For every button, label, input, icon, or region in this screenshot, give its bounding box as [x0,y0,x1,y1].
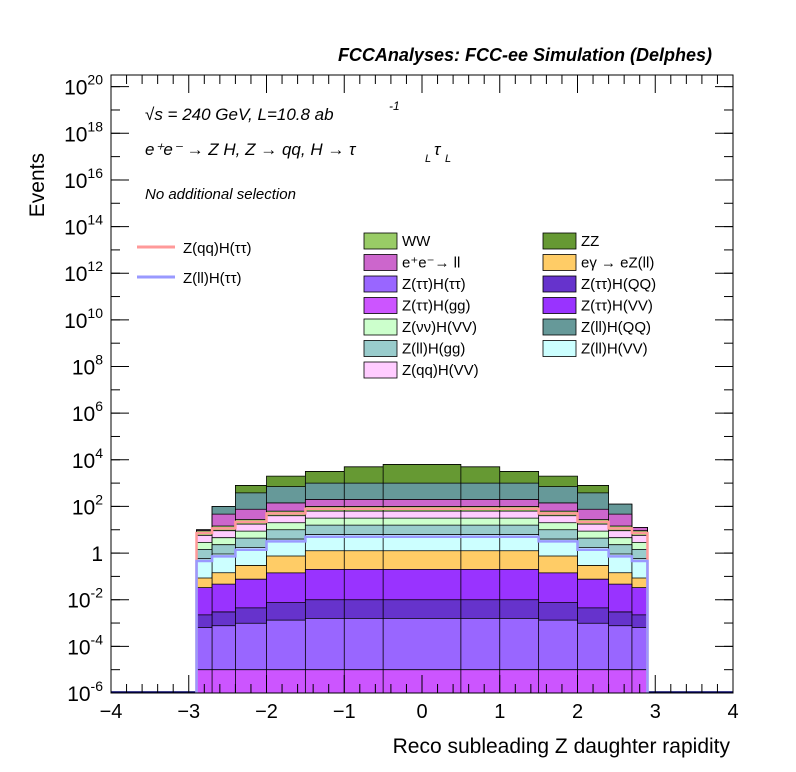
tau-symbol-2: τ [434,140,442,159]
legend-stack-label: eγ → eZ(ll) [581,255,654,272]
tau-subscript-2: L [445,153,451,165]
x-tick-label: −4 [100,701,123,723]
selection-label: No additional selection [145,186,296,203]
y-tick-label: 10-4 [67,631,103,659]
legend-stack-label: Z(ll)H(gg) [402,341,465,358]
y-tick-label: 106 [72,398,103,426]
legend-stack-label: Z(ll)H(QQ) [581,319,651,336]
x-tick-label: −2 [255,701,278,723]
legend-stack-swatch [363,297,398,314]
legend-stack-swatch [363,275,398,293]
legend-stack-swatch [363,361,398,379]
process-label: e⁺e⁻ → Z H, Z → qq, H → τ [145,140,357,159]
tau-subscript-1: L [425,153,431,165]
legend-stack-label: Z(ττ)H(QQ) [581,276,656,293]
legend-stack-swatch [363,318,398,336]
x-tick-label: 4 [727,701,738,723]
legend-stack: WW ZZ e⁺e⁻→ ll eγ → eZ(ll) Z(ττ)H(ττ) Z(ττ)H(… [363,232,656,379]
energy-lumi-label: √s = 240 GeV, L=10.8 ab [145,105,334,124]
legend-stack-label: Z(νν)H(VV) [402,319,477,336]
y-tick-label: 10-2 [67,585,103,613]
legend-stack-label: Z(qq)H(VV) [402,362,479,379]
x-tick-label: −1 [333,701,356,723]
legend-stack-label: Z(ττ)H(VV) [581,298,653,315]
lumi-exponent: -1 [389,99,400,113]
legend-stack-label: WW [402,233,431,250]
legend-stack-label: Z(ττ)H(ττ) [402,276,466,293]
y-tick-label: 1010 [64,305,103,333]
x-tick-label: −3 [177,701,200,723]
legend-stack-swatch [542,318,577,336]
legend-stack-swatch [363,340,398,357]
y-tick-label: 1 [91,543,103,566]
legend-signals: Z(qq)H(ττ) Z(ll)H(ττ) [137,240,252,287]
plot-area [111,464,733,694]
legend-stack-swatch [542,275,577,293]
signal-line-0 [195,507,649,693]
legend-stack-swatch [542,297,577,314]
y-tick-label: 104 [72,445,103,473]
signal-line-1 [195,535,649,693]
x-axis-label: Reco subleading Z daughter rapidity [393,735,731,758]
y-tick-label: 10-6 [67,678,103,706]
legend-stack-swatch [363,254,398,271]
y-tick-label: 1012 [64,258,103,286]
y-tick-label: 1016 [64,165,103,193]
legend-signal-label: Z(qq)H(ττ) [183,240,252,257]
legend-stack-label: ZZ [581,233,599,250]
x-tick-label: 2 [572,701,583,723]
legend-stack-swatch [363,232,398,250]
y-tick-label: 1018 [64,118,103,146]
legend-stack-swatch [542,340,577,357]
legend-stack-label: Z(ττ)H(gg) [402,298,471,315]
header-title: FCCAnalyses: FCC-ee Simulation (Delphes) [338,45,712,65]
legend-stack-swatch [542,232,577,250]
y-tick-label: 102 [72,491,103,519]
legend-stack-label: Z(ll)H(VV) [581,341,648,358]
legend-signal-label: Z(ll)H(ττ) [183,270,242,287]
legend-stack-label: e⁺e⁻→ ll [402,255,460,272]
annotation-block: √s = 240 GeV, L=10.8 ab -1 e⁺e⁻ → Z H, Z… [145,99,451,203]
axes: −4 −3 −2 −1 0 1 2 3 4 1020 1018 1016 1014 1012 1010 108… [64,72,739,723]
y-tick-label: 1014 [64,212,103,240]
x-tick-label: 1 [494,701,505,723]
y-tick-label: 108 [72,352,103,380]
y-tick-label: 1020 [64,72,103,100]
x-tick-label: 0 [416,701,427,723]
legend-stack-swatch [542,254,577,271]
y-axis-label: Events [26,153,49,217]
x-tick-label: 3 [650,701,661,723]
